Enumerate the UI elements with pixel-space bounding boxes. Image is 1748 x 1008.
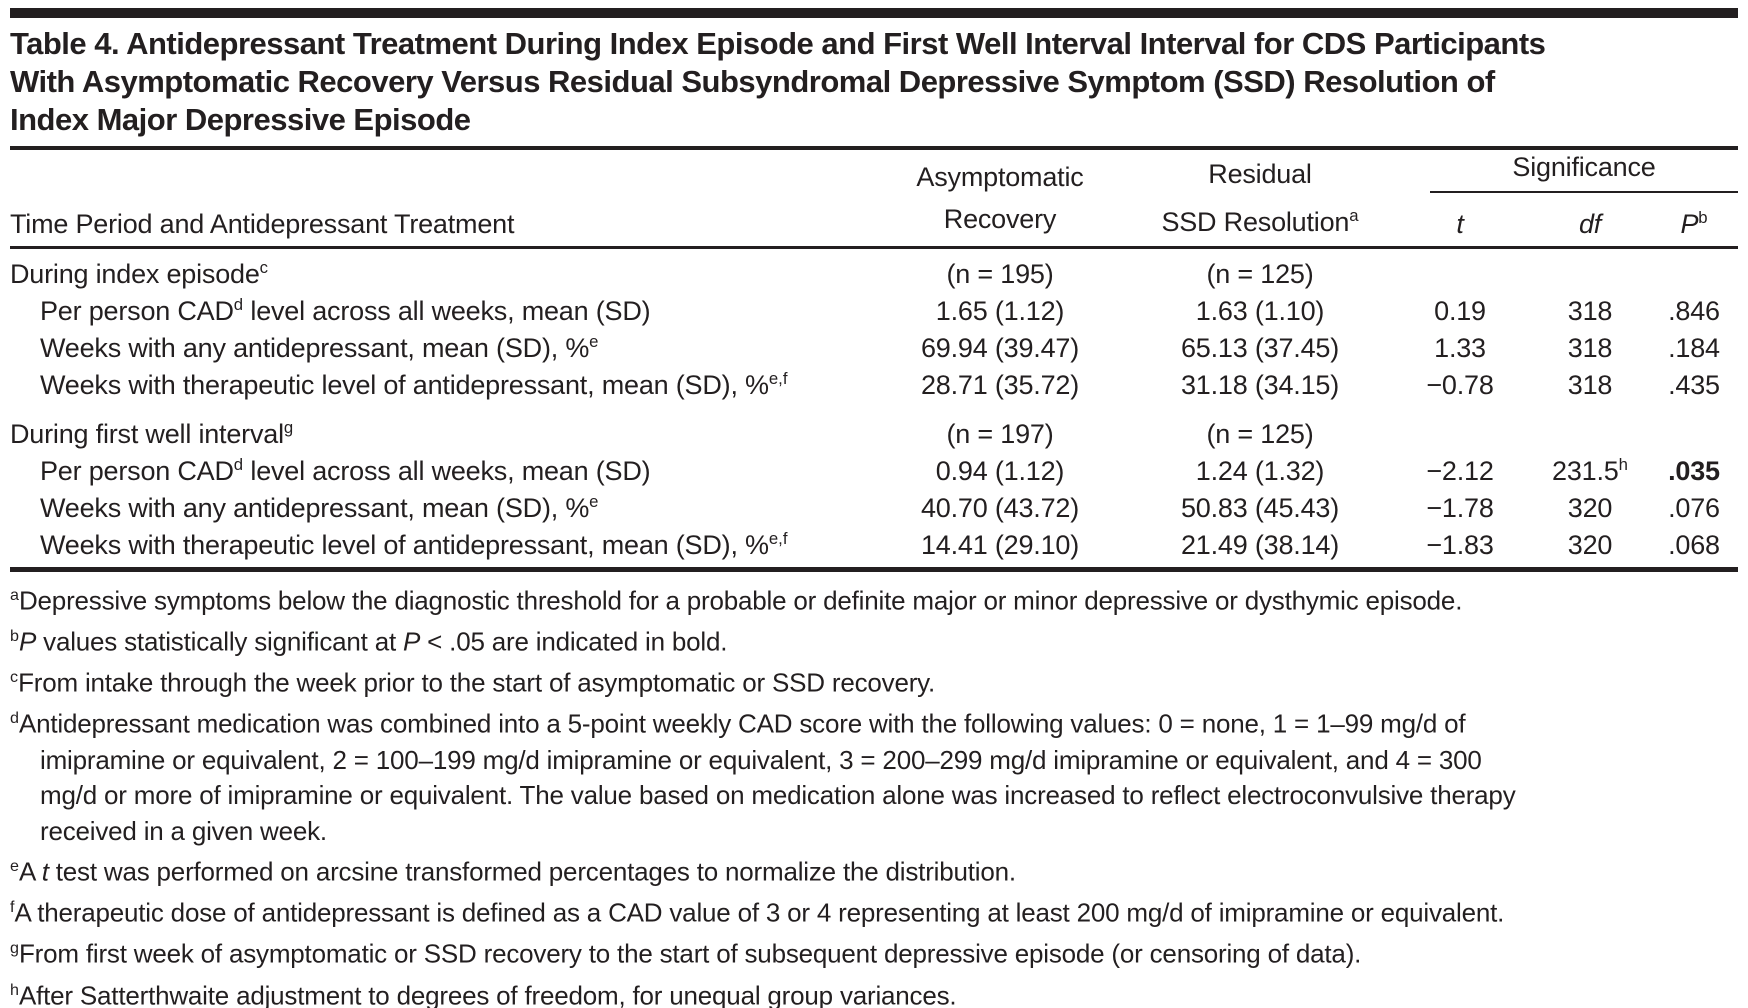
table-row-weeks-any-well-interval: Weeks with any antidepressant, mean (SD)…	[10, 487, 1738, 524]
footnote-b: bP values statistically significant at P…	[10, 626, 728, 657]
cell-asymptomatic-recovery: (n = 197)	[946, 419, 1054, 449]
cell-p-significant: .035	[1668, 456, 1720, 486]
column-header-p: Pb	[1650, 200, 1738, 249]
cell-residual-ssd: (n = 125)	[1206, 419, 1314, 449]
footnote-d: dAntidepressant medication was combined …	[10, 709, 1516, 846]
table-row-during-first-well-interval: During first well intervalg (n = 197) (n…	[10, 401, 1738, 450]
cell-residual-ssd: 50.83 (45.43)	[1180, 493, 1340, 523]
cell-p: .184	[1668, 333, 1720, 363]
cell-t	[1390, 248, 1530, 291]
table-title-line-2: With Asymptomatic Recovery Versus Residu…	[10, 64, 1495, 99]
cell-p: .068	[1668, 530, 1720, 560]
cell-t	[1390, 401, 1530, 450]
footnote-h: hAfter Satterthwaite adjustment to degre…	[10, 980, 957, 1008]
cell-p: .846	[1668, 296, 1720, 326]
cell-p	[1650, 248, 1738, 291]
top-rule	[10, 8, 1738, 18]
cell-residual-ssd: 1.63 (1.10)	[1195, 296, 1325, 326]
cell-t: −2.12	[1426, 456, 1494, 486]
footnote-e: eA t test was performed on arcsine trans…	[10, 856, 1016, 887]
cell-p: .076	[1668, 493, 1720, 523]
footnote-c: cFrom intake through the week prior to t…	[10, 667, 936, 698]
footnotes: aDepressive symptoms below the diagnosti…	[10, 578, 1738, 1008]
column-header-significance: Significance	[1390, 148, 1738, 200]
cell-residual-ssd: 1.24 (1.32)	[1195, 456, 1325, 486]
cell-df: 320	[1567, 530, 1613, 560]
cell-t: 1.33	[1434, 333, 1486, 363]
cell-time-period: Per person CADd level across all weeks, …	[40, 455, 651, 486]
cell-asymptomatic-recovery: (n = 195)	[946, 259, 1054, 289]
cell-time-period: During index episodec	[10, 258, 269, 289]
table-row-cad-level-index: Per person CADd level across all weeks, …	[10, 290, 1738, 327]
cell-df	[1530, 401, 1650, 450]
table-title-line-1: Table 4. Antidepressant Treatment During…	[10, 26, 1546, 61]
table-title-line-3: Index Major Depressive Episode	[10, 102, 471, 137]
cell-time-period: Weeks with therapeutic level of antidepr…	[40, 369, 788, 400]
cell-t: −0.78	[1426, 370, 1494, 400]
column-header-df: df	[1530, 200, 1650, 249]
cell-time-period: During first well intervalg	[10, 418, 294, 449]
cell-asymptomatic-recovery: 1.65 (1.12)	[935, 296, 1065, 326]
footnote-f: fA therapeutic dose of antidepressant is…	[10, 897, 1505, 928]
cell-time-period: Weeks with any antidepressant, mean (SD)…	[40, 332, 599, 363]
cell-residual-ssd: 31.18 (34.15)	[1180, 370, 1340, 400]
cell-residual-ssd: (n = 125)	[1206, 259, 1314, 289]
cell-t: −1.78	[1426, 493, 1494, 523]
cell-asymptomatic-recovery: 40.70 (43.72)	[920, 493, 1080, 523]
cell-residual-ssd: 21.49 (38.14)	[1180, 530, 1340, 560]
cell-asymptomatic-recovery: 69.94 (39.47)	[920, 333, 1080, 363]
column-header-t: t	[1390, 200, 1530, 249]
cell-df: 318	[1567, 370, 1613, 400]
cell-df: 320	[1567, 493, 1613, 523]
table-row-during-index-episode: During index episodec (n = 195) (n = 125…	[10, 248, 1738, 291]
cell-asymptomatic-recovery: 0.94 (1.12)	[935, 456, 1065, 486]
cell-p: .435	[1668, 370, 1720, 400]
significance-spanner: Significance	[1430, 152, 1738, 193]
cell-time-period: Weeks with any antidepressant, mean (SD)…	[40, 492, 599, 523]
table-row-weeks-therapeutic-well-interval: Weeks with therapeutic level of antidepr…	[10, 524, 1738, 570]
cell-df: 318	[1567, 296, 1613, 326]
cell-asymptomatic-recovery: 14.41 (29.10)	[920, 530, 1080, 560]
column-header-residual-ssd: Residual SSD Resolutiona	[1130, 148, 1390, 249]
table-title: Table 4. Antidepressant Treatment During…	[10, 25, 1738, 139]
column-header-asymptomatic-recovery: Asymptomatic Recovery	[870, 148, 1130, 249]
table-row-weeks-therapeutic-index: Weeks with therapeutic level of antidepr…	[10, 364, 1738, 401]
footnote-a: aDepressive symptoms below the diagnosti…	[10, 585, 1463, 616]
cell-t: 0.19	[1434, 296, 1486, 326]
cell-time-period: Weeks with therapeutic level of antidepr…	[40, 529, 788, 560]
footnote-g: gFrom first week of asymptomatic or SSD …	[10, 939, 1362, 970]
cell-df: 318	[1567, 333, 1613, 363]
cell-asymptomatic-recovery: 28.71 (35.72)	[920, 370, 1080, 400]
column-header-time-period: Time Period and Antidepressant Treatment	[10, 148, 870, 249]
cell-t: −1.83	[1426, 530, 1494, 560]
cell-df: 231.5h	[1552, 455, 1628, 486]
cell-residual-ssd: 65.13 (37.45)	[1180, 333, 1340, 363]
table-row-cad-level-well-interval: Per person CADd level across all weeks, …	[10, 450, 1738, 487]
data-table: Time Period and Antidepressant Treatment…	[10, 146, 1738, 572]
cell-df	[1530, 248, 1650, 291]
cell-p	[1650, 401, 1738, 450]
cell-time-period: Per person CADd level across all weeks, …	[40, 295, 651, 326]
table-row-weeks-any-index: Weeks with any antidepressant, mean (SD)…	[10, 327, 1738, 364]
